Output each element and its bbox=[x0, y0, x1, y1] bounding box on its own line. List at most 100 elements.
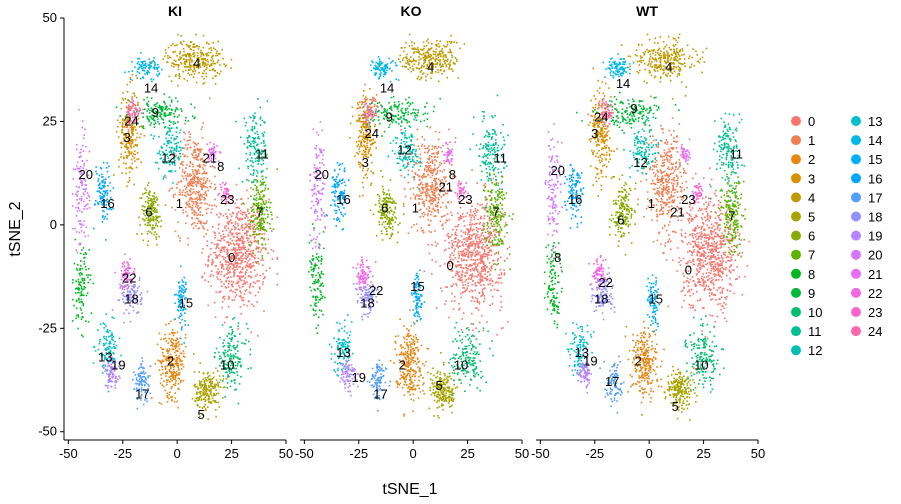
data-point bbox=[121, 275, 124, 277]
data-point bbox=[158, 235, 160, 238]
data-point bbox=[145, 189, 148, 192]
data-point bbox=[469, 270, 472, 272]
data-point bbox=[229, 232, 232, 234]
data-point bbox=[487, 210, 489, 213]
data-point bbox=[241, 276, 243, 279]
data-point bbox=[131, 132, 134, 134]
data-point bbox=[207, 406, 209, 408]
data-point bbox=[177, 406, 179, 409]
data-point bbox=[224, 396, 226, 398]
data-point bbox=[177, 345, 180, 348]
data-point bbox=[186, 215, 188, 217]
data-point bbox=[226, 371, 228, 373]
data-point bbox=[209, 275, 211, 278]
data-point bbox=[252, 231, 255, 233]
data-point bbox=[497, 277, 500, 279]
data-point bbox=[232, 225, 235, 227]
data-point bbox=[259, 233, 261, 235]
data-point bbox=[127, 267, 129, 269]
data-point bbox=[86, 274, 88, 276]
cluster-2-points bbox=[151, 315, 195, 409]
data-point bbox=[199, 159, 202, 161]
data-point bbox=[262, 200, 265, 203]
data-point bbox=[204, 403, 206, 406]
data-point bbox=[475, 229, 478, 232]
data-point bbox=[138, 216, 140, 219]
data-point bbox=[140, 383, 143, 386]
data-point bbox=[229, 262, 232, 265]
data-point bbox=[155, 73, 158, 76]
data-point bbox=[224, 256, 226, 259]
data-point bbox=[168, 357, 171, 359]
data-point bbox=[173, 139, 175, 141]
data-point bbox=[127, 111, 130, 113]
data-point bbox=[227, 376, 229, 378]
data-point bbox=[144, 390, 147, 393]
data-point bbox=[196, 393, 198, 395]
data-point bbox=[189, 133, 191, 135]
data-point bbox=[106, 201, 109, 203]
data-point bbox=[158, 66, 160, 68]
data-point bbox=[247, 197, 250, 200]
data-point bbox=[179, 315, 181, 318]
data-point bbox=[128, 151, 131, 153]
data-point bbox=[170, 80, 173, 82]
data-point bbox=[195, 180, 197, 183]
data-point bbox=[246, 262, 249, 264]
data-point bbox=[249, 228, 252, 230]
data-point bbox=[166, 396, 169, 398]
data-point bbox=[175, 350, 177, 352]
data-point bbox=[189, 180, 192, 182]
data-point bbox=[479, 262, 482, 265]
data-point bbox=[204, 58, 207, 60]
data-point bbox=[193, 73, 196, 75]
data-point bbox=[179, 129, 182, 131]
data-point bbox=[113, 374, 115, 376]
data-point bbox=[126, 288, 128, 290]
data-point bbox=[209, 393, 212, 395]
data-point bbox=[123, 265, 126, 267]
data-point bbox=[182, 189, 185, 192]
data-point bbox=[170, 341, 173, 343]
data-point bbox=[400, 174, 403, 177]
data-point bbox=[251, 206, 254, 208]
data-point bbox=[241, 286, 244, 288]
data-point bbox=[149, 66, 151, 69]
data-point bbox=[254, 184, 256, 187]
data-point bbox=[232, 345, 235, 348]
data-point bbox=[463, 241, 466, 244]
data-point bbox=[188, 56, 191, 58]
data-point bbox=[245, 323, 248, 325]
cluster-16-points bbox=[93, 161, 115, 241]
data-point bbox=[84, 128, 86, 131]
data-point bbox=[475, 307, 477, 309]
data-point bbox=[457, 246, 459, 249]
data-point bbox=[97, 178, 100, 180]
data-point bbox=[157, 204, 159, 206]
data-point bbox=[215, 265, 217, 267]
data-point bbox=[179, 352, 182, 355]
data-point bbox=[172, 154, 174, 157]
data-point bbox=[78, 167, 81, 170]
data-point bbox=[208, 398, 211, 400]
data-point bbox=[162, 354, 165, 357]
data-point bbox=[231, 195, 234, 197]
data-point bbox=[132, 309, 135, 312]
data-point bbox=[141, 65, 143, 67]
data-point bbox=[240, 364, 242, 366]
data-point bbox=[229, 358, 231, 361]
data-point bbox=[472, 210, 475, 213]
data-point bbox=[184, 320, 186, 322]
data-point bbox=[463, 238, 466, 240]
data-point bbox=[220, 357, 222, 359]
data-point bbox=[231, 338, 233, 341]
data-point bbox=[89, 278, 92, 281]
data-point bbox=[242, 242, 245, 245]
data-point bbox=[138, 285, 141, 288]
data-point bbox=[137, 57, 139, 60]
data-point bbox=[482, 329, 485, 332]
data-point bbox=[108, 348, 110, 350]
data-point bbox=[176, 364, 178, 366]
data-point bbox=[142, 60, 145, 63]
data-point bbox=[241, 242, 243, 245]
